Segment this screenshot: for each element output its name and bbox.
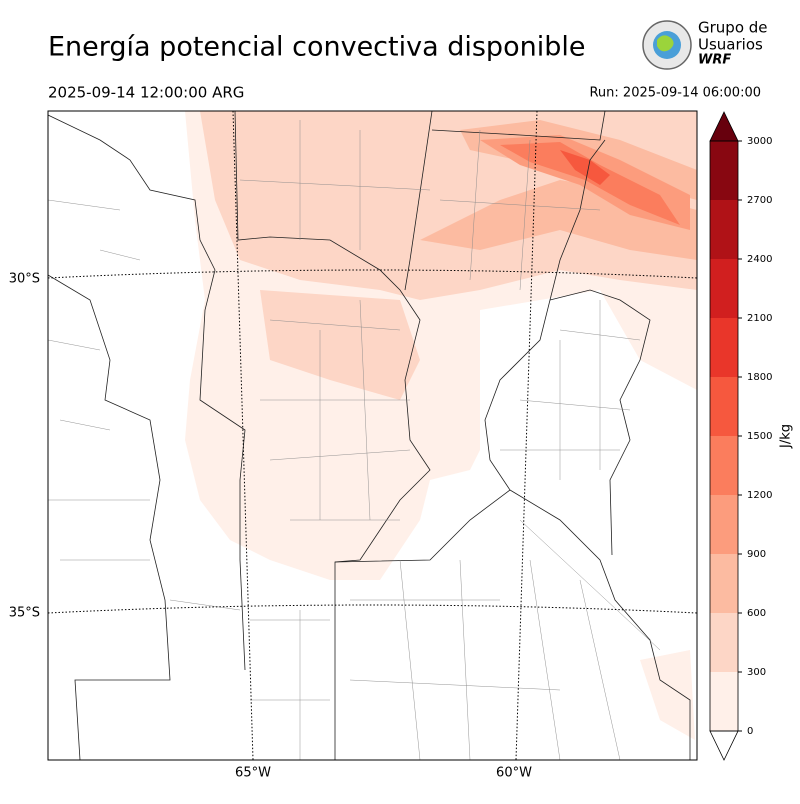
border [48, 274, 171, 760]
colorbar-band [710, 200, 738, 259]
border [48, 114, 246, 671]
lat-label: 30°S [9, 272, 40, 287]
map-frame [47, 110, 698, 761]
colorbar-band [710, 259, 738, 318]
border [234, 111, 431, 760]
logo-text: Usuarios [698, 36, 763, 54]
colorbar-band [710, 495, 738, 554]
cape-region [640, 650, 695, 740]
colorbar-band [710, 672, 738, 731]
cape-region [560, 150, 610, 185]
colorbar-tick-label: 900 [747, 549, 766, 560]
colorbar-band [710, 554, 738, 613]
colorbar-tick-label: 1800 [747, 372, 772, 383]
title: Energía potencial convectiva disponible [48, 32, 585, 63]
colorbar-band [710, 141, 738, 200]
colorbar-band [710, 436, 738, 495]
colorbar-tick-label: 2100 [747, 313, 772, 324]
lon-label: 60°W [496, 766, 532, 781]
department-border [48, 120, 661, 760]
colorbar-band [710, 613, 738, 672]
graticule [48, 269, 697, 279]
valid-time: 2025-09-14 12:00:00 ARG [48, 84, 244, 102]
graticule [48, 604, 697, 614]
colorbar-extend-under [709, 730, 739, 761]
coast [509, 489, 691, 760]
colorbar-tick-label: 3000 [747, 136, 772, 147]
colorbar-tick-label: 0 [747, 726, 753, 737]
colorbar-tick-label: 2700 [747, 195, 772, 206]
colorbar-band [710, 377, 738, 436]
map [48, 111, 697, 760]
logo: Grupo de Usuarios WRF [642, 19, 768, 70]
colorbar-tick-label: 1200 [747, 490, 772, 501]
colorbar-tick-label: 600 [747, 608, 766, 619]
colorbar-tick-label: 1500 [747, 431, 772, 442]
run-time: Run: 2025-09-14 06:00:00 [589, 86, 761, 101]
lat-label: 35°S [9, 606, 40, 621]
border [404, 111, 433, 291]
logo-text: Grupo de [698, 19, 768, 37]
colorbar-tick-label: 2400 [747, 254, 772, 265]
colorbar-label: J/kg [779, 424, 794, 449]
logo-text: WRF [698, 53, 731, 68]
cape-region [500, 142, 680, 225]
lon-label: 65°W [235, 766, 271, 781]
colorbar-extend-over [709, 111, 739, 142]
logo-land [657, 35, 674, 52]
colorbar: 0 300 600 900 1200 1500 1800 2100 2400 2700 3000 [709, 111, 772, 761]
colorbar-band [710, 318, 738, 377]
colorbar-tick-label: 300 [747, 667, 766, 678]
border [334, 139, 606, 563]
border [431, 111, 606, 141]
border [549, 289, 651, 556]
cape-region [260, 290, 420, 400]
